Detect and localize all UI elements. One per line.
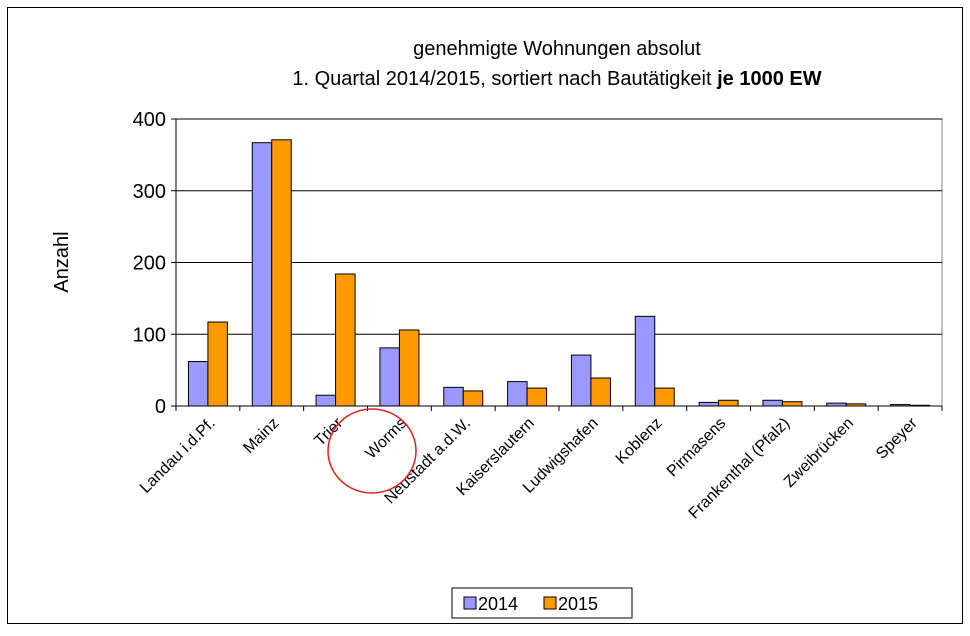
bar [379,347,400,407]
y-tick-label: 300 [133,181,166,203]
y-tick-label: 200 [133,253,166,275]
bar [845,403,867,407]
bar [698,401,720,407]
bar [570,354,592,407]
bar [507,381,528,407]
bar [909,404,931,407]
bar [335,273,356,407]
bar [315,394,337,407]
subtitle-emphasis: je 1000 EW [716,68,822,90]
legend-box [451,587,633,619]
bar [251,142,273,407]
bar [762,399,783,407]
chart-subtitle: 1. Quartal 2014/2015, sortiert nach Baut… [292,68,821,90]
y-tick-label: 400 [133,109,166,131]
bar [398,329,420,407]
y-tick-label: 100 [133,324,166,346]
highlight-circle [327,408,417,494]
bar [207,321,228,407]
legend-swatch [543,596,557,610]
bar [718,399,739,407]
bar [890,404,911,407]
bar [526,387,548,407]
bar [634,315,656,407]
bar [271,139,292,407]
subtitle-text: 1. Quartal 2014/2015, sortiert nach Baut… [292,68,712,90]
bar [187,361,209,407]
y-tick-label: 0 [155,396,166,418]
bar [654,387,675,407]
y-axis-label: Anzahl [51,231,73,292]
legend-label: 2014 [478,594,518,614]
bar [590,377,611,407]
chart-title: genehmigte Wohnungen absolut [413,38,701,60]
bar [826,402,847,407]
legend-label: 2015 [558,594,598,614]
legend-swatch [463,596,477,610]
bar [443,386,464,407]
bar [781,401,803,407]
bar [462,390,484,407]
